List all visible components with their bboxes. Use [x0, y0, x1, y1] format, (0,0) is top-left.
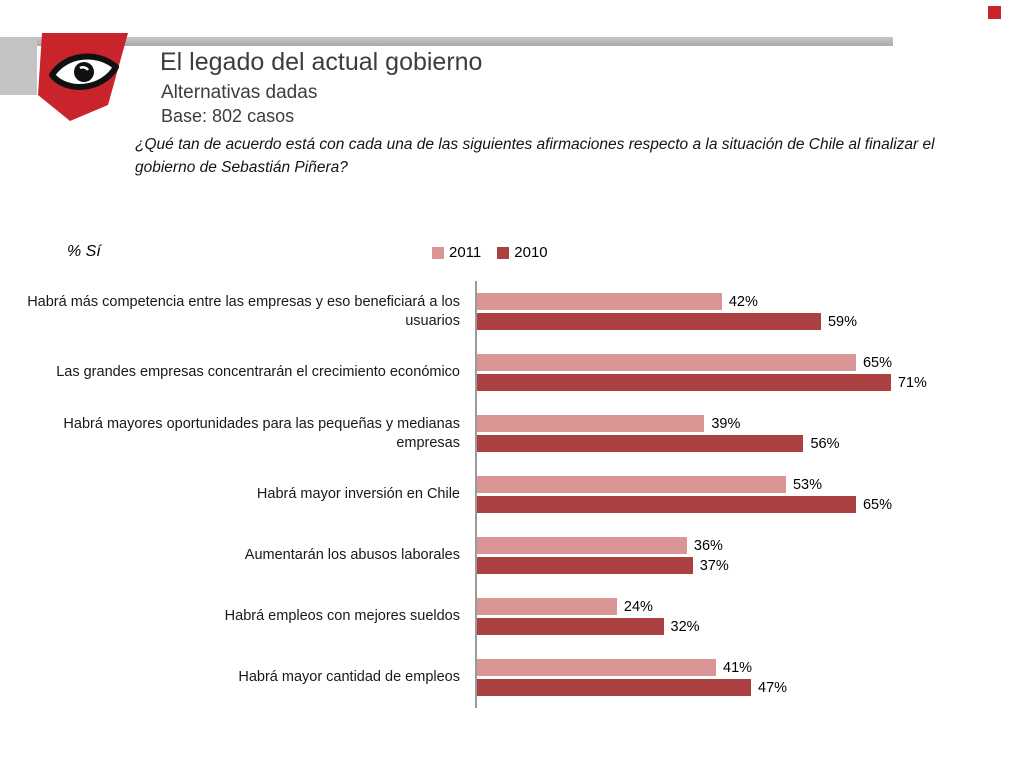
bar-line-2011: 53%	[477, 476, 1010, 493]
bar-line-2011: 24%	[477, 598, 1010, 615]
bar-line-2010: 56%	[477, 435, 1010, 452]
chart-row: Habrá empleos con mejores sueldos 24% 32%	[18, 586, 1010, 647]
bar-value-label: 36%	[693, 537, 723, 554]
bar-2011	[477, 354, 856, 371]
chart-legend: 2011 2010	[432, 244, 548, 261]
bar-2011	[477, 415, 705, 432]
bar-2010	[477, 557, 693, 574]
category-label: Habrá mayor cantidad de empleos	[238, 669, 460, 686]
bar-value-label: 24%	[623, 598, 653, 615]
eye-logo-icon	[38, 33, 128, 121]
bar-group: 41% 47%	[475, 647, 1010, 708]
bar-line-2011: 42%	[477, 293, 1010, 310]
bar-value-label: 37%	[699, 557, 729, 574]
bar-chart: Habrá más competencia entre las empresas…	[18, 281, 1010, 708]
chart-row: Aumentarán los abusos laborales 36% 37%	[18, 525, 1010, 586]
logo-gray-tab	[0, 37, 37, 95]
bar-group: 65% 71%	[475, 342, 1010, 403]
chart-row: Habrá mayor cantidad de empleos 41% 47%	[18, 647, 1010, 708]
bar-line-2011: 36%	[477, 537, 1010, 554]
chart-row: Habrá más competencia entre las empresas…	[18, 281, 1010, 342]
page-subtitle: Alternativas dadas	[161, 82, 318, 103]
bar-2011	[477, 293, 722, 310]
category-label: Las grandes empresas concentrarán el cre…	[56, 364, 460, 381]
bar-2010	[477, 435, 804, 452]
bar-value-label: 39%	[711, 415, 741, 432]
bar-group: 24% 32%	[475, 586, 1010, 647]
bar-line-2010: 47%	[477, 679, 1010, 696]
survey-question: ¿Qué tan de acuerdo está con cada una de…	[135, 136, 935, 177]
legend-label-2010: 2010	[514, 244, 548, 261]
category-label: Habrá mayores oportunidades para las peq…	[63, 415, 460, 451]
chart-row: Habrá mayor inversión en Chile 53% 65%	[18, 464, 1010, 525]
bar-2010	[477, 374, 891, 391]
bar-2010	[477, 313, 821, 330]
bar-value-label: 56%	[810, 435, 840, 452]
bar-2011	[477, 598, 617, 615]
bar-value-label: 32%	[670, 618, 700, 635]
category-label: Habrá empleos con mejores sueldos	[224, 608, 460, 625]
bar-value-label: 42%	[728, 293, 758, 310]
bar-group: 36% 37%	[475, 525, 1010, 586]
bar-line-2011: 65%	[477, 354, 1010, 371]
base-cases-label: Base: 802 casos	[161, 106, 295, 126]
corner-accent-square	[988, 6, 1001, 19]
bar-group: 42% 59%	[475, 281, 1010, 342]
category-label: Aumentarán los abusos laborales	[244, 547, 460, 564]
page-title: El legado del actual gobierno	[160, 48, 483, 76]
bar-value-label: 65%	[862, 354, 892, 371]
bar-line-2010: 71%	[477, 374, 1010, 391]
legend-label-2011: 2011	[449, 244, 482, 261]
bar-group: 39% 56%	[475, 403, 1010, 464]
bar-value-label: 53%	[792, 476, 823, 493]
bar-2010	[477, 496, 856, 513]
legend-swatch-2010	[497, 246, 510, 259]
bar-2010	[477, 679, 751, 696]
bar-2011	[477, 476, 786, 493]
bar-line-2010: 59%	[477, 313, 1010, 330]
bar-2010	[477, 618, 664, 635]
bar-line-2011: 39%	[477, 415, 1010, 432]
chart-row: Habrá mayores oportunidades para las peq…	[18, 403, 1010, 464]
bar-2011	[477, 659, 717, 676]
bar-value-label: 47%	[758, 679, 788, 696]
bar-value-label: 71%	[897, 374, 927, 391]
header-divider-bar	[0, 37, 893, 46]
bar-group: 53% 65%	[475, 464, 1010, 525]
bar-value-label: 41%	[723, 659, 753, 676]
legend-swatch-2011	[432, 246, 444, 259]
bar-value-label: 59%	[827, 313, 857, 330]
bar-line-2010: 32%	[477, 618, 1010, 635]
chart-row: Las grandes empresas concentrarán el cre…	[18, 342, 1010, 403]
legend-item-2011: 2011	[432, 244, 481, 261]
bar-line-2010: 65%	[477, 496, 1010, 513]
category-label: Habrá mayor inversión en Chile	[256, 486, 460, 503]
bar-line-2010: 37%	[477, 557, 1010, 574]
legend-item-2010: 2010	[497, 244, 548, 261]
bar-value-label: 65%	[862, 496, 892, 513]
unit-label: % Sí	[67, 243, 101, 260]
category-label: Habrá más competencia entre las empresas…	[27, 293, 460, 329]
bar-line-2011: 41%	[477, 659, 1010, 676]
bar-2011	[477, 537, 687, 554]
